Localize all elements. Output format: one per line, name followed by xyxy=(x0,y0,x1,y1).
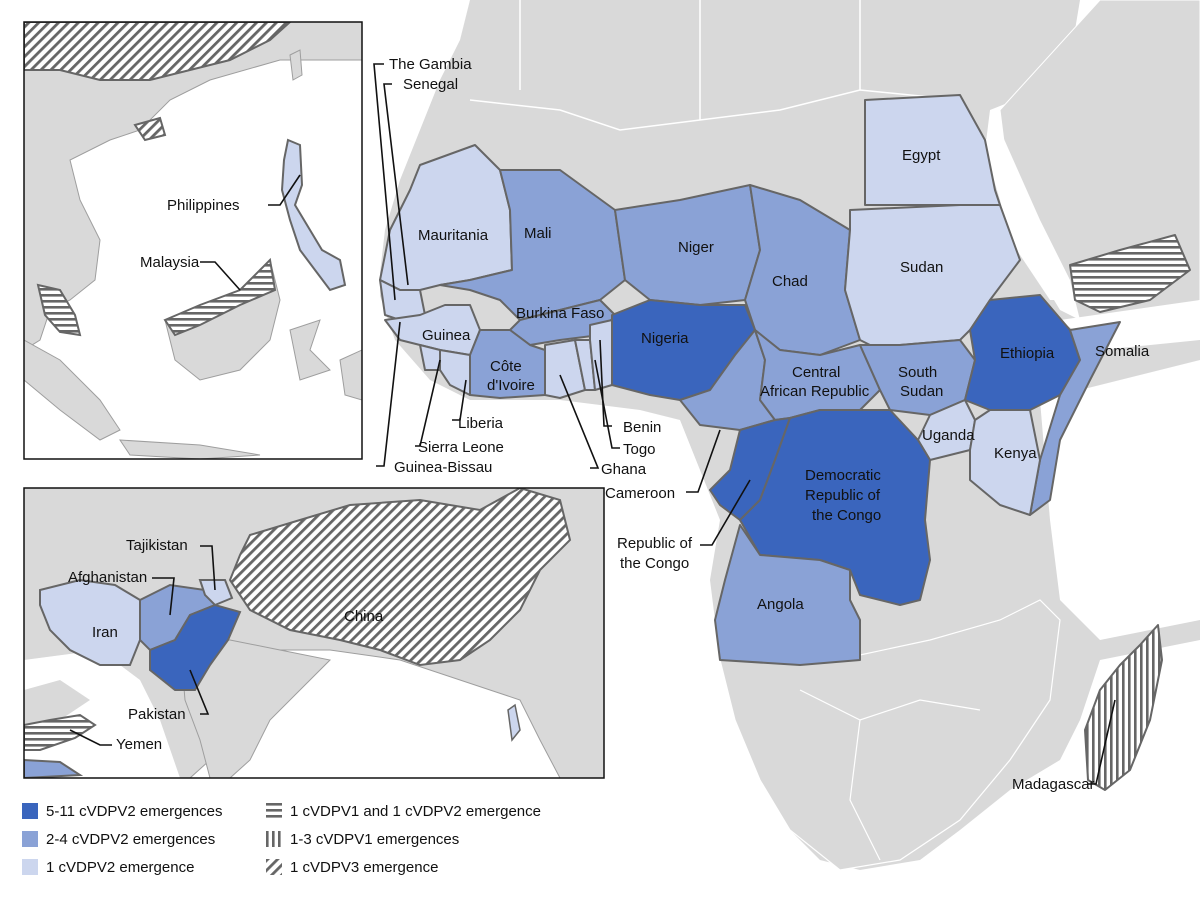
country-malaysia-borneo xyxy=(163,257,277,337)
label-togo: Togo xyxy=(623,441,656,458)
country-tajikistan xyxy=(198,579,234,607)
label-mauritania: Mauritania xyxy=(418,227,489,244)
label-chad: Chad xyxy=(772,273,808,290)
label-liberia: Liberia xyxy=(458,415,504,432)
label-burkina-faso: Burkina Faso xyxy=(516,305,604,322)
label-madagascar: Madagascar xyxy=(1012,776,1095,793)
country-ghana xyxy=(544,339,586,399)
legend-swatch-vstripe xyxy=(266,831,282,847)
label-cameroon: Cameroon xyxy=(605,485,675,502)
legend-label-vstripe: 1-3 cVDPV1 emergences xyxy=(290,830,460,848)
legend-label-dark: 5-11 cVDPV2 emergences xyxy=(46,802,223,820)
label-roc-2: the Congo xyxy=(620,555,689,572)
label-niger: Niger xyxy=(678,239,714,256)
label-philippines: Philippines xyxy=(167,197,240,214)
legend-swatch-diag xyxy=(266,859,282,875)
label-somalia: Somalia xyxy=(1095,343,1150,360)
legend-label-diag: 1 cVDPV3 emergence xyxy=(290,858,439,876)
country-angola xyxy=(714,524,861,666)
label-afghanistan: Afghanistan xyxy=(68,569,147,586)
legend-item-dark: 5-11 cVDPV2 emergences xyxy=(22,800,222,822)
label-angola: Angola xyxy=(757,596,804,613)
label-cote-divoire-1: Côte xyxy=(490,358,522,375)
legend-item-medium: 2-4 cVDPV2 emergences xyxy=(22,828,215,850)
label-uganda: Uganda xyxy=(922,427,975,444)
label-china: China xyxy=(344,608,384,625)
legend-label-light: 1 cVDPV2 emergence xyxy=(46,858,195,876)
label-sudan: Sudan xyxy=(900,259,943,276)
label-pakistan: Pakistan xyxy=(128,706,186,723)
country-kenya xyxy=(969,409,1041,516)
label-mali: Mali xyxy=(524,225,552,242)
label-the-gambia: The Gambia xyxy=(389,56,472,73)
leader-lines xyxy=(69,63,1116,785)
label-guinea: Guinea xyxy=(422,327,471,344)
label-south-sudan-1: South xyxy=(898,364,937,381)
legend: 5-11 cVDPV2 emergences 2-4 cVDPV2 emerge… xyxy=(22,800,622,890)
label-guinea-bissau: Guinea-Bissau xyxy=(394,459,492,476)
label-sierra-leone: Sierra Leone xyxy=(418,439,504,456)
label-benin: Benin xyxy=(623,419,661,436)
label-malaysia: Malaysia xyxy=(140,254,200,271)
legend-item-light: 1 cVDPV2 emergence xyxy=(22,856,194,878)
label-senegal: Senegal xyxy=(403,76,458,93)
country-yemen-main xyxy=(1069,234,1191,313)
label-ghana: Ghana xyxy=(601,461,647,478)
label-central-african-2: African Republic xyxy=(760,383,870,400)
country-china-inset1 xyxy=(24,22,292,81)
country-labels: The Gambia Senegal Mauritania Mali Niger… xyxy=(68,56,1150,793)
country-china-inset2 xyxy=(228,488,572,667)
legend-swatch-medium xyxy=(22,831,38,847)
country-iran xyxy=(39,578,141,666)
label-roc-1: Republic of xyxy=(617,535,693,552)
label-drc-1: Democratic xyxy=(805,467,881,484)
label-cote-divoire-2: d'Ivoire xyxy=(487,377,535,394)
inset-southeast-asia xyxy=(23,21,363,460)
label-ethiopia: Ethiopia xyxy=(1000,345,1055,362)
country-egypt xyxy=(864,94,1001,206)
inset-south-central-asia xyxy=(23,487,605,779)
country-liberia xyxy=(439,349,471,396)
legend-swatch-dark xyxy=(22,803,38,819)
africa-countries xyxy=(379,94,1191,791)
legend-label-medium: 2-4 cVDPV2 emergences xyxy=(46,830,216,848)
label-iran: Iran xyxy=(92,624,118,641)
label-central-african-1: Central xyxy=(792,364,840,381)
country-malaysia-peninsula xyxy=(36,283,82,337)
label-yemen: Yemen xyxy=(116,736,162,753)
label-drc-2: Republic of xyxy=(805,487,881,504)
legend-item-hstripe: 1 cVDPV1 and 1 cVDPV2 emergence xyxy=(266,800,541,822)
label-drc-3: the Congo xyxy=(812,507,881,524)
country-drc xyxy=(739,409,931,606)
legend-swatch-hstripe xyxy=(266,803,282,819)
legend-label-hstripe: 1 cVDPV1 and 1 cVDPV2 emergence xyxy=(290,802,541,820)
country-somalia xyxy=(1029,321,1121,516)
legend-item-diag: 1 cVDPV3 emergence xyxy=(266,856,438,878)
label-kenya: Kenya xyxy=(994,445,1037,462)
legend-swatch-light xyxy=(22,859,38,875)
legend-item-vstripe: 1-3 cVDPV1 emergences xyxy=(266,828,459,850)
label-tajikistan: Tajikistan xyxy=(126,537,188,554)
country-pakistan xyxy=(149,603,242,691)
label-nigeria: Nigeria xyxy=(641,330,689,347)
label-south-sudan-2: Sudan xyxy=(900,383,943,400)
label-egypt: Egypt xyxy=(902,147,941,164)
country-yemen-inset xyxy=(24,713,97,751)
